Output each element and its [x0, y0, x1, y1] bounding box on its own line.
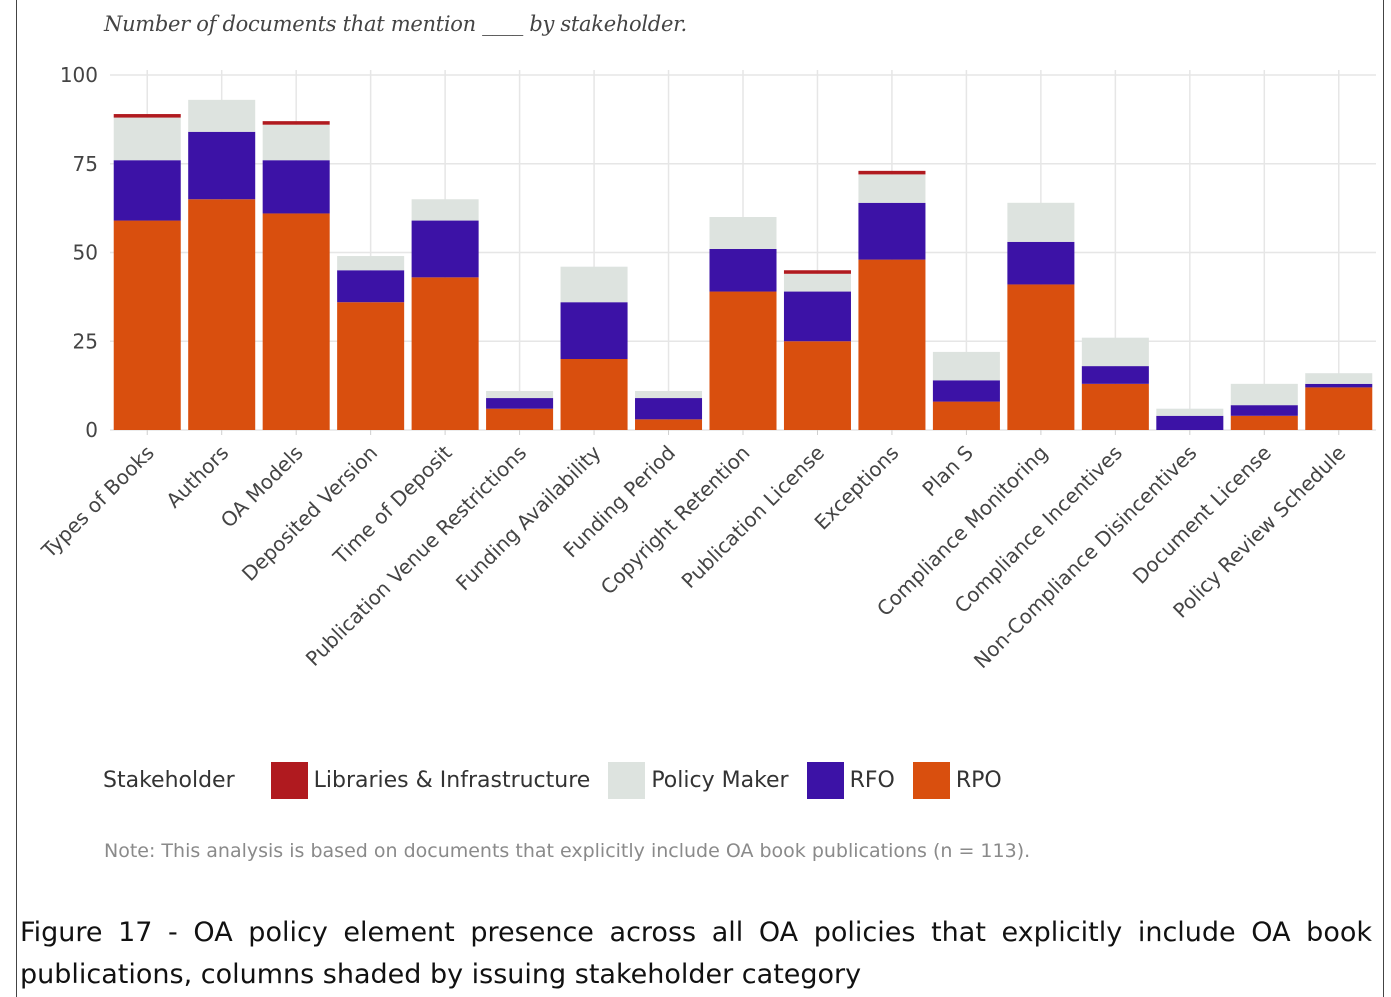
- bar-segment-policy-maker: [932, 351, 1000, 381]
- bar-segment-libraries-infrastructure: [113, 114, 181, 118]
- bar-segment-rfo: [262, 160, 330, 214]
- legend-swatch: [270, 762, 308, 799]
- legend-swatch: [912, 762, 950, 799]
- bar-segment-rfo: [932, 380, 1000, 402]
- bar-segment-policy-maker: [560, 266, 628, 303]
- legend-label: RFO: [849, 768, 895, 793]
- bar-segment-rpo: [337, 302, 405, 430]
- bar-segment-rfo: [560, 302, 628, 359]
- bar-segment-rpo: [1007, 284, 1075, 430]
- bar-segment-rfo: [113, 160, 181, 221]
- bar-segment-rfo: [635, 398, 703, 420]
- bar-segment-rfo: [1305, 383, 1373, 388]
- bar-segment-rfo: [486, 398, 554, 409]
- legend-label: RPO: [955, 768, 1002, 793]
- bar-segment-rfo: [188, 131, 256, 200]
- bar-segment-rfo: [411, 220, 479, 278]
- bar-segment-rpo: [486, 408, 554, 430]
- y-tick-label: 25: [73, 329, 98, 353]
- bar-segment-rpo: [709, 291, 777, 430]
- x-tick-label: Publication License: [677, 441, 829, 593]
- figure-caption: Figure 17 - OA policy element presence a…: [20, 917, 1372, 990]
- bar-segment-policy-maker: [635, 390, 703, 399]
- bar-segment-libraries-infrastructure: [262, 121, 330, 125]
- bar-segment-rfo: [858, 202, 926, 260]
- bar-segment-policy-maker: [486, 390, 554, 399]
- bar-segment-policy-maker: [262, 124, 330, 161]
- x-tick-label: Plan S: [917, 441, 978, 502]
- y-axis-ticks: 0 25 50 75 100: [60, 63, 98, 442]
- bar-segment-policy-maker: [1305, 373, 1373, 384]
- bar-segment-rpo: [783, 341, 851, 430]
- chart-title: Number of documents that mention ____ by…: [104, 12, 687, 36]
- bar-segment-rfo: [337, 270, 405, 303]
- x-tick-label: Document License: [1128, 441, 1276, 589]
- bar-segment-rfo: [1081, 366, 1149, 384]
- bar-segment-rfo: [1156, 415, 1224, 430]
- y-tick-label: 50: [73, 241, 98, 265]
- legend-item-rpo: RPO: [912, 762, 1002, 799]
- bar-segment-policy-maker: [709, 217, 777, 249]
- bar-segment-policy-maker: [1007, 202, 1075, 242]
- y-tick-label: 75: [73, 152, 98, 176]
- bar-segment-libraries-infrastructure: [858, 170, 926, 175]
- bar-segment-policy-maker: [337, 256, 405, 271]
- bar-segment-rfo: [709, 248, 777, 292]
- bar-segment-rpo: [1081, 383, 1149, 430]
- bars: [113, 99, 1373, 430]
- legend-title: Stakeholder: [103, 768, 235, 793]
- legend-item-rfo: RFO: [806, 762, 895, 799]
- bar-segment-rpo: [262, 213, 330, 430]
- bar-segment-rfo: [1007, 241, 1075, 285]
- bar-segment-rpo: [113, 220, 181, 430]
- bar-segment-rpo: [1305, 387, 1373, 430]
- bar-segment-rpo: [1230, 415, 1298, 430]
- bar-segment-rpo: [635, 419, 703, 430]
- bar-segment-policy-maker: [783, 273, 851, 292]
- bar-segment-rpo: [858, 259, 926, 430]
- bar-segment-policy-maker: [188, 99, 256, 132]
- figure-frame: [16, 0, 1384, 997]
- bar-segment-policy-maker: [1230, 383, 1298, 406]
- legend-swatch: [806, 762, 844, 799]
- x-tick-label: Authors: [161, 441, 233, 513]
- legend-label: Policy Maker: [651, 768, 789, 793]
- x-tick-label: Types of Books: [36, 441, 159, 564]
- bar-segment-policy-maker: [1156, 408, 1224, 416]
- bar-segment-policy-maker: [858, 174, 926, 203]
- legend-swatch: [608, 762, 646, 799]
- legend-item-libraries: Libraries & Infrastructure: [270, 762, 591, 799]
- bar-segment-rpo: [188, 199, 256, 430]
- bar-segment-libraries-infrastructure: [783, 270, 851, 274]
- bar-segment-policy-maker: [411, 199, 479, 221]
- bar-segment-rpo: [560, 359, 628, 430]
- x-tick-label: Deposited Version: [237, 441, 382, 586]
- bar-segment-policy-maker: [113, 117, 181, 161]
- bar-segment-policy-maker: [1081, 337, 1149, 367]
- bar-segment-rpo: [411, 277, 479, 430]
- x-tick-label: Copyright Retention: [596, 441, 755, 600]
- bar-segment-rpo: [932, 401, 1000, 430]
- y-tick-label: 0: [85, 418, 98, 442]
- bar-segment-rfo: [783, 291, 851, 342]
- bar-segment-rfo: [1230, 405, 1298, 416]
- legend: Stakeholder Libraries & Infrastructure P…: [103, 762, 1020, 799]
- x-tick-label: Funding Availability: [451, 440, 606, 595]
- legend-item-policy-maker: Policy Maker: [608, 762, 789, 799]
- y-tick-label: 100: [60, 63, 98, 87]
- chart-note: Note: This analysis is based on document…: [104, 840, 1031, 862]
- legend-label: Libraries & Infrastructure: [313, 768, 591, 793]
